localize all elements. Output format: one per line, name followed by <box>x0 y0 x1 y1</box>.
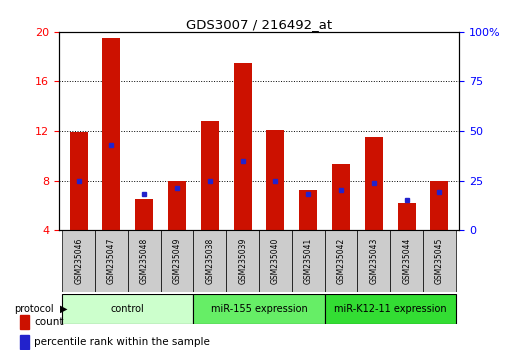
Text: miR-K12-11 expression: miR-K12-11 expression <box>334 304 447 314</box>
Text: miR-155 expression: miR-155 expression <box>211 304 307 314</box>
Bar <box>430 181 448 230</box>
Text: percentile rank within the sample: percentile rank within the sample <box>34 337 210 347</box>
Text: protocol: protocol <box>14 304 54 314</box>
Text: ▶: ▶ <box>60 304 67 314</box>
Text: count: count <box>34 317 64 327</box>
Bar <box>20 315 29 329</box>
Text: GSM235043: GSM235043 <box>369 238 379 284</box>
Text: control: control <box>111 304 145 314</box>
Text: GSM235047: GSM235047 <box>107 238 116 284</box>
Bar <box>325 230 358 292</box>
Bar <box>168 181 186 230</box>
Text: GSM235038: GSM235038 <box>205 238 214 284</box>
Bar <box>365 137 383 230</box>
Bar <box>62 230 95 292</box>
Bar <box>233 63 252 230</box>
Bar <box>266 130 285 230</box>
Bar <box>390 230 423 292</box>
Bar <box>62 294 193 324</box>
Text: GSM235044: GSM235044 <box>402 238 411 284</box>
Bar <box>332 164 350 230</box>
Bar <box>95 230 128 292</box>
Text: GSM235042: GSM235042 <box>337 238 346 284</box>
Text: GSM235046: GSM235046 <box>74 238 83 284</box>
Bar <box>358 230 390 292</box>
Bar <box>325 294 456 324</box>
Bar <box>259 230 292 292</box>
Bar <box>128 230 161 292</box>
Text: GSM235041: GSM235041 <box>304 238 313 284</box>
Bar <box>292 230 325 292</box>
Bar <box>201 121 219 230</box>
Text: GSM235040: GSM235040 <box>271 238 280 284</box>
Bar <box>193 230 226 292</box>
Title: GDS3007 / 216492_at: GDS3007 / 216492_at <box>186 18 332 31</box>
Text: GSM235048: GSM235048 <box>140 238 149 284</box>
Bar <box>193 294 325 324</box>
Bar <box>135 199 153 230</box>
Bar <box>103 38 121 230</box>
Bar <box>423 230 456 292</box>
Bar <box>20 335 29 348</box>
Text: GSM235045: GSM235045 <box>435 238 444 284</box>
Text: GSM235039: GSM235039 <box>238 238 247 284</box>
Bar <box>70 132 88 230</box>
Bar <box>226 230 259 292</box>
Text: GSM235049: GSM235049 <box>172 238 182 284</box>
Bar <box>161 230 193 292</box>
Bar <box>299 190 317 230</box>
Bar <box>398 203 416 230</box>
